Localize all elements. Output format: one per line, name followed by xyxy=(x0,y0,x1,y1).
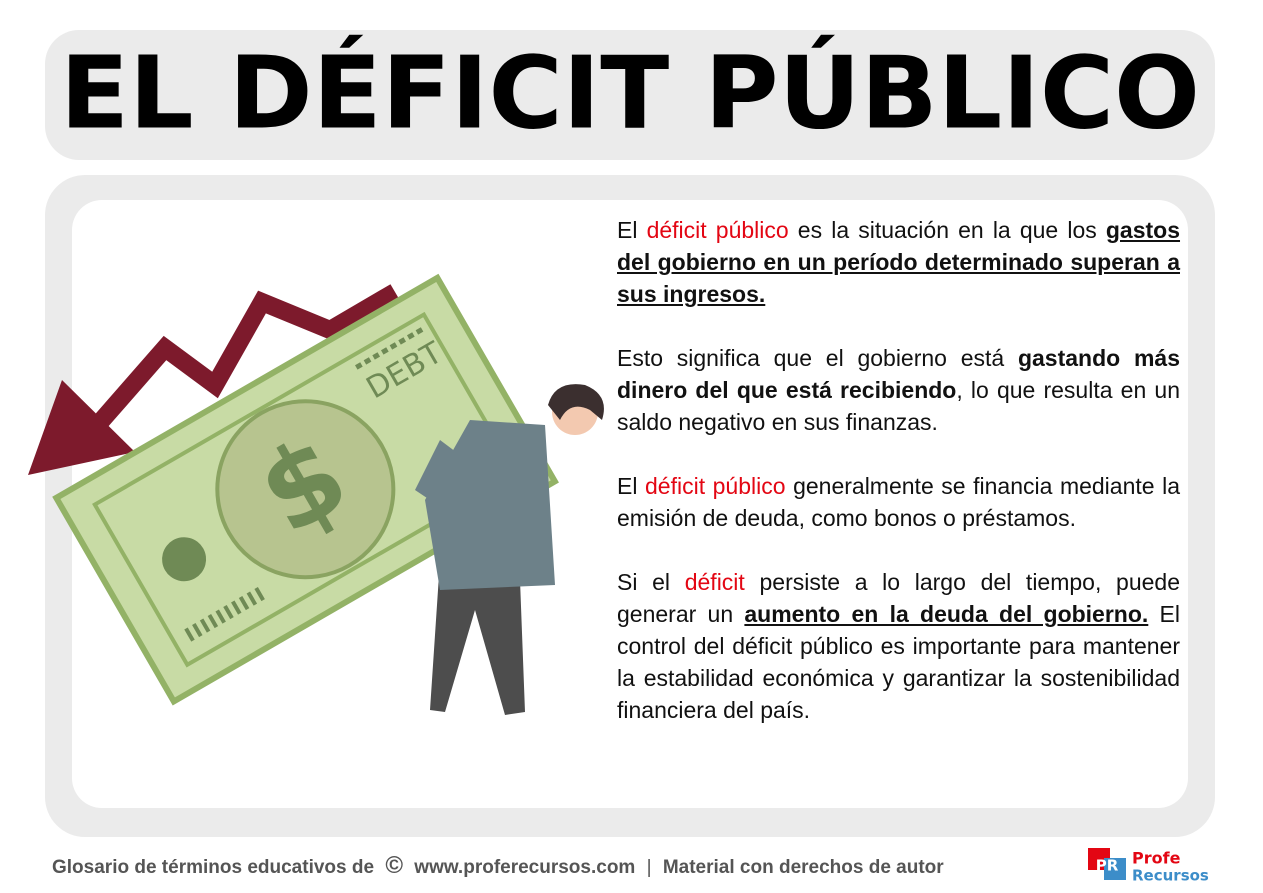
illustration: $ DEBT xyxy=(28,273,604,715)
bill-dashes xyxy=(355,325,427,370)
bill-seal xyxy=(215,399,396,580)
logo-line1: Profe xyxy=(1132,849,1181,868)
highlight: déficit xyxy=(684,569,745,595)
emphasis: aumento en la deuda del gobierno. xyxy=(744,601,1149,627)
trend-arrow xyxy=(88,284,400,434)
title-box xyxy=(45,30,1215,160)
bill-dot xyxy=(162,537,207,582)
text: El xyxy=(617,473,645,499)
paragraph: Si el déficit persiste a lo largo del ti… xyxy=(617,566,1180,726)
highlight: déficit público xyxy=(645,473,786,499)
emphasis: gastando más dinero del que está recibie… xyxy=(617,345,1180,403)
text: persiste a lo largo del tiempo, puede ge… xyxy=(617,569,1180,627)
footer: Glosario de términos educativos de © www… xyxy=(52,852,950,880)
footer-text: Glosario de términos educativos de xyxy=(52,857,375,878)
paragraph: Esto significa que el gobierno está gast… xyxy=(617,342,1180,438)
copyright: © xyxy=(385,852,404,879)
bill: $ DEBT xyxy=(52,273,559,706)
person-hair xyxy=(548,384,604,420)
text: El xyxy=(617,217,647,243)
text: Esto significa que el gobierno está xyxy=(617,345,1018,371)
text: generalmente se financia mediante la emi… xyxy=(617,473,1181,531)
paragraph: El déficit público generalmente se finan… xyxy=(617,470,1180,534)
text: Si el xyxy=(617,569,685,595)
text: , lo que resulta en un saldo negativo en… xyxy=(617,377,1180,435)
logo: PR Profe Recursos xyxy=(1088,848,1209,885)
footer-site: www.proferecursos.com xyxy=(414,857,636,878)
arrow-head xyxy=(28,380,135,475)
bill-border xyxy=(92,311,520,668)
logo-mark: PR xyxy=(1096,857,1119,875)
emphasis: gastos del gobierno en un período determ… xyxy=(617,217,1181,307)
paragraph: El déficit público es la situación en la… xyxy=(617,214,1180,310)
title: EL DÉFICIT PÚBLICO xyxy=(60,34,1200,151)
text: El control del déficit público es import… xyxy=(617,601,1181,723)
footer-rights: Material con derechos de autor xyxy=(662,857,944,878)
person-arm xyxy=(415,440,460,500)
logo-line2: Recursos xyxy=(1132,867,1209,885)
logo-mark-bg2 xyxy=(1104,858,1126,880)
body-text: El déficit público es la situación en la… xyxy=(617,214,1180,758)
person-legs xyxy=(430,560,525,715)
person-coat xyxy=(425,420,555,590)
text: es la situación en la que los xyxy=(788,217,1106,243)
footer-separator: | xyxy=(646,857,652,878)
highlight: déficit público xyxy=(646,217,789,243)
person xyxy=(415,384,604,715)
